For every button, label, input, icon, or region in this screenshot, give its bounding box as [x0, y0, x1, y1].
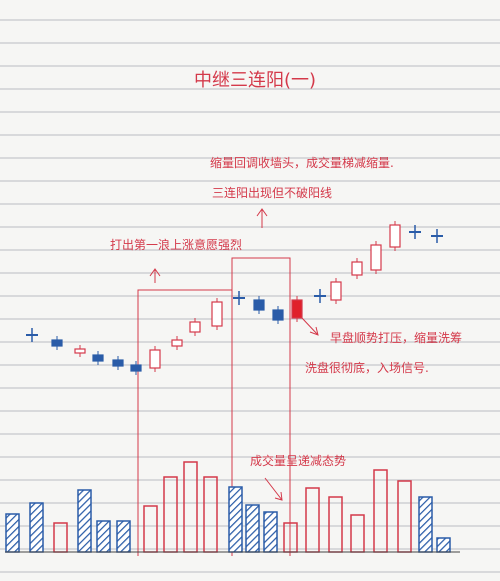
volume-bar — [418, 496, 433, 553]
highlight-boxes — [137, 208, 319, 556]
candle-body — [51, 339, 63, 347]
candle-body — [211, 301, 223, 327]
title: 中继三连阳(一) — [194, 70, 316, 91]
sketch — [5, 221, 460, 553]
candle-body — [389, 224, 401, 248]
annotation: 三连阳出现但不破阳线 — [212, 185, 332, 200]
volume-bar — [228, 486, 243, 553]
candle-body — [189, 321, 201, 333]
annotation: 洗盘很彻底，入场信号. — [305, 360, 429, 375]
candle-body — [149, 349, 161, 369]
candle-body — [171, 339, 183, 347]
candle-body — [74, 348, 86, 354]
volume-bar — [263, 511, 278, 553]
candle-body — [291, 299, 303, 319]
annotation: 缩量回调收墙头，成交量梯减缩量. — [210, 155, 394, 170]
candle-body — [351, 261, 363, 276]
volume-bar — [5, 513, 20, 553]
volume-bar — [116, 520, 131, 553]
volume-bar — [96, 520, 111, 553]
candle-body — [130, 364, 142, 372]
annotation: 早盘顺势打压，缩量洗筹 — [330, 330, 462, 345]
volume-bar — [436, 537, 451, 553]
annotation: 打出第一浪上涨意愿强烈 — [110, 237, 242, 252]
candle-body — [370, 244, 382, 271]
volume-bar — [77, 489, 92, 553]
candle-body — [92, 354, 104, 362]
candle-body — [112, 359, 124, 367]
volume-bar — [245, 504, 260, 553]
candle-body — [253, 299, 265, 311]
ruled-lines — [0, 19, 500, 573]
annotation: 成交量呈递减态势 — [250, 453, 346, 468]
volume-bar — [29, 502, 44, 553]
candle-body — [272, 309, 284, 321]
candle-body — [330, 281, 342, 301]
